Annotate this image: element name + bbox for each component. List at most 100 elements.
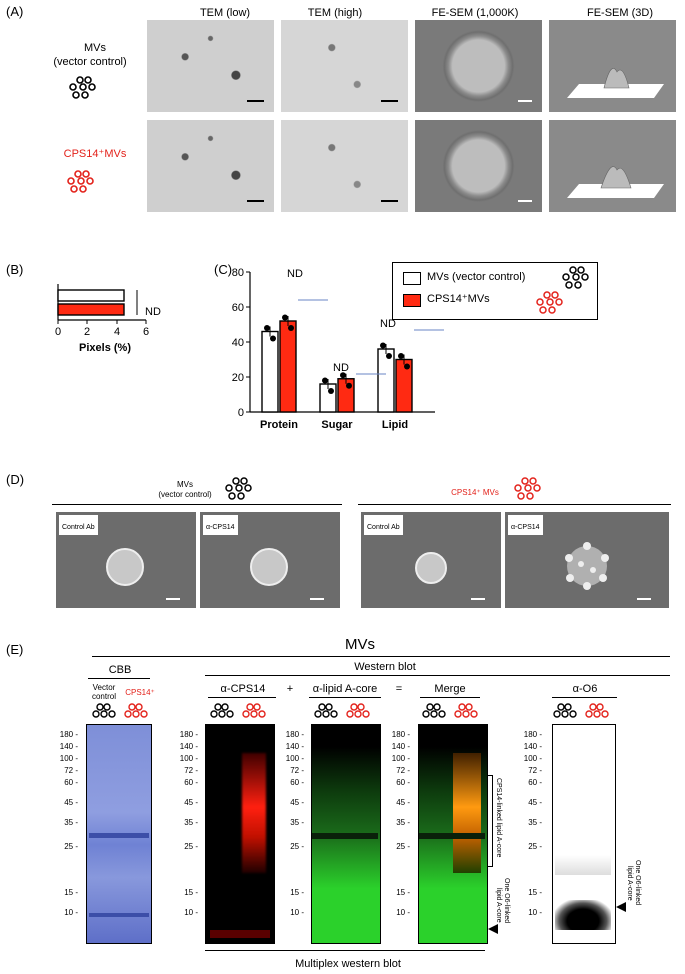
c-xtick-sugar: Sugar bbox=[321, 419, 353, 431]
col-label-tem-low: TEM (low) bbox=[199, 7, 251, 19]
e-ann-o6-b-line1: One O6-linked bbox=[634, 860, 641, 906]
c-ytick-label-80: 80 bbox=[232, 267, 244, 279]
e-title-line bbox=[92, 656, 670, 657]
e-multiplex-line bbox=[205, 950, 485, 951]
ladder-mark-60: 60 - bbox=[396, 778, 410, 787]
ladder-mark-15: 15 - bbox=[64, 888, 78, 897]
c-ytick-label-60: 60 bbox=[232, 302, 244, 314]
panel-e-label: (E) bbox=[6, 642, 24, 657]
e-blot3-label: Merge bbox=[434, 683, 466, 695]
legend-swatch-cps14 bbox=[403, 294, 421, 307]
ladder-mark-140: 140 - bbox=[179, 742, 198, 751]
blot-cbb bbox=[86, 724, 152, 944]
d-tag-1: Control Ab bbox=[62, 524, 95, 531]
e-western: Western blot bbox=[354, 661, 416, 673]
panel-d-label: (D) bbox=[6, 472, 25, 487]
ladder-mark-35: 35 - bbox=[184, 818, 198, 827]
nd-sugar: ND bbox=[333, 362, 349, 374]
fesem-image-cps14 bbox=[415, 120, 542, 212]
e-cbb-lane-icons bbox=[92, 703, 148, 718]
d-tag-4: α-CPS14 bbox=[511, 524, 540, 531]
ladder-mark-10: 10 - bbox=[64, 908, 78, 917]
e-multiplex: Multiplex western blot bbox=[295, 958, 401, 970]
ladder-mark-10: 10 - bbox=[184, 908, 198, 917]
c-dot-protein-1 bbox=[282, 314, 288, 321]
panel-c-legend: MVs (vector control) CPS14⁺MVs bbox=[392, 262, 598, 320]
d-black-vesicles-icon bbox=[225, 477, 252, 500]
ladder-mark-140: 140 - bbox=[59, 742, 78, 751]
d-divider-left bbox=[52, 504, 342, 505]
red-vesicles-icon bbox=[67, 170, 94, 193]
ladder-mark-100: 100 - bbox=[391, 754, 410, 763]
d-divider-right bbox=[358, 504, 671, 505]
ladder-mark-140: 140 - bbox=[285, 742, 304, 751]
tem-high-image-mvs bbox=[281, 20, 408, 112]
ladder-mark-45: 45 - bbox=[528, 798, 542, 807]
bar-b-cps14 bbox=[57, 303, 125, 316]
e-blot4-line bbox=[552, 697, 617, 698]
c-dot-sugar-1 bbox=[340, 372, 346, 379]
e-blot2-line bbox=[309, 697, 381, 698]
ladder-mark-140: 140 - bbox=[523, 742, 542, 751]
black-vesicles-icon bbox=[69, 76, 96, 99]
e-cbb: CBB bbox=[108, 664, 132, 676]
c-dot-lipid-1 bbox=[398, 353, 404, 359]
col-label-tem-high: TEM (high) bbox=[307, 7, 363, 19]
ladder-mark-10: 10 - bbox=[290, 908, 304, 917]
d-group-left-line1: MVs bbox=[177, 480, 193, 489]
ladder-cbb: 180 - 140 - 100 - 72 - 60 - 45 - 35 - 25 - 15 - 1… bbox=[52, 724, 80, 944]
ladder-mark-100: 100 - bbox=[59, 754, 78, 763]
panel-b-label: (B) bbox=[6, 262, 24, 277]
e-blot1-line bbox=[208, 697, 276, 698]
ladder-blot2: 180 - 140 - 100 - 72 - 60 - 45 - 35 - 25 - 15 - 1… bbox=[278, 724, 306, 944]
nd-lipid: ND bbox=[380, 318, 396, 330]
tem-low-image-cps14 bbox=[147, 120, 274, 212]
ladder-mark-25: 25 - bbox=[396, 842, 410, 851]
panel-a-label: (A) bbox=[6, 4, 24, 19]
e-blot4-lane-icons bbox=[553, 703, 609, 718]
ladder-blot3: 180 - 140 - 100 - 72 - 60 - 45 - 35 - 25 - 15 - 1… bbox=[384, 724, 412, 944]
e-western-line bbox=[205, 675, 670, 676]
c-xtick-lipid: Lipid bbox=[382, 419, 408, 431]
arrow-left-icon bbox=[616, 902, 626, 912]
ladder-mark-180: 180 - bbox=[59, 730, 78, 739]
ladder-mark-72: 72 - bbox=[396, 766, 410, 775]
legend-black-vesicles-icon bbox=[562, 266, 589, 289]
c-dot2-protein-0 bbox=[270, 335, 276, 342]
b-tick-6: 6 bbox=[142, 326, 150, 338]
ladder-blot1: 180 - 140 - 100 - 72 - 60 - 45 - 35 - 25 - 15 - 1… bbox=[172, 724, 200, 944]
d-red-vesicles-icon bbox=[514, 477, 541, 500]
ladder-mark-100: 100 - bbox=[523, 754, 542, 763]
ladder-mark-180: 180 - bbox=[391, 730, 410, 739]
ladder-mark-15: 15 - bbox=[396, 888, 410, 897]
legend-swatch-control bbox=[403, 272, 421, 285]
ladder-mark-10: 10 - bbox=[528, 908, 542, 917]
e-blot4-label: α-O6 bbox=[572, 683, 598, 695]
d-image-control-ab-mvs: Control Ab bbox=[56, 512, 196, 608]
e-bracket bbox=[488, 775, 493, 867]
ladder-mark-60: 60 - bbox=[290, 778, 304, 787]
e-blot1-lane-icons bbox=[210, 703, 266, 718]
c-dot2-protein-1 bbox=[288, 325, 294, 331]
panel-b-nd: ND bbox=[145, 306, 161, 318]
nd-protein: ND bbox=[287, 268, 303, 280]
ladder-mark-35: 35 - bbox=[396, 818, 410, 827]
e-blot2-lane-icons bbox=[314, 703, 370, 718]
blot-o6 bbox=[552, 724, 616, 944]
d-tag-3: Control Ab bbox=[367, 524, 400, 531]
legend-label-control: MVs (vector control) bbox=[427, 271, 526, 283]
col-label-fesem: FE-SEM (1,000K) bbox=[431, 7, 519, 19]
c-ytick-label-20: 20 bbox=[232, 372, 244, 384]
blot-merge bbox=[418, 724, 488, 944]
ladder-mark-60: 60 - bbox=[64, 778, 78, 787]
d-group-left-line2: (vector control) bbox=[158, 490, 212, 499]
legend-red-vesicles-icon bbox=[536, 291, 563, 314]
e-blot3-lane-icons bbox=[422, 703, 478, 718]
b-tick-4: 4 bbox=[113, 326, 121, 338]
e-cbb-lane2: CPS14⁺ bbox=[125, 688, 155, 697]
e-blot1-label: α-CPS14 bbox=[220, 683, 266, 695]
legend-label-cps14: CPS14⁺MVs bbox=[427, 293, 490, 305]
row-label-mvs: MVs bbox=[84, 42, 106, 54]
bar-b-control bbox=[57, 289, 125, 302]
c-dot-lipid-0 bbox=[380, 342, 386, 349]
